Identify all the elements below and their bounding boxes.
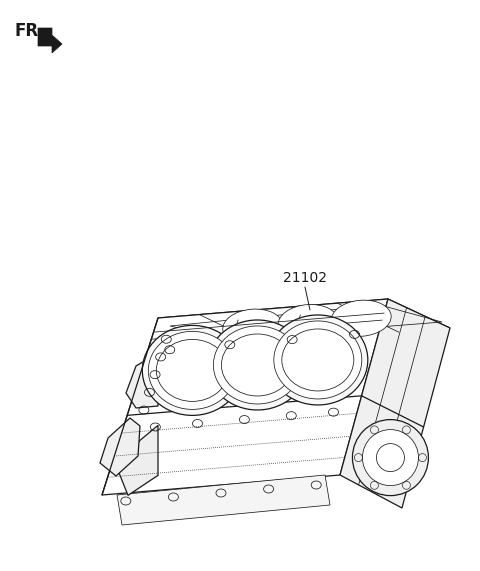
- Polygon shape: [102, 299, 388, 495]
- Ellipse shape: [362, 429, 419, 485]
- Ellipse shape: [207, 320, 307, 410]
- Text: FR.: FR.: [14, 22, 45, 40]
- Ellipse shape: [143, 325, 242, 415]
- Polygon shape: [100, 418, 140, 476]
- Polygon shape: [340, 299, 450, 508]
- Text: 21102: 21102: [283, 271, 327, 285]
- Polygon shape: [158, 299, 450, 347]
- Ellipse shape: [221, 334, 293, 396]
- Ellipse shape: [278, 304, 338, 341]
- Polygon shape: [126, 353, 158, 408]
- Ellipse shape: [376, 444, 405, 472]
- Ellipse shape: [268, 315, 368, 405]
- Ellipse shape: [331, 300, 391, 336]
- Ellipse shape: [223, 309, 283, 345]
- Polygon shape: [38, 28, 62, 53]
- Ellipse shape: [156, 339, 228, 401]
- Polygon shape: [117, 475, 330, 525]
- Ellipse shape: [214, 326, 301, 404]
- Ellipse shape: [148, 331, 236, 409]
- Ellipse shape: [282, 329, 354, 391]
- Ellipse shape: [352, 420, 429, 496]
- Ellipse shape: [274, 321, 362, 399]
- Polygon shape: [118, 425, 158, 496]
